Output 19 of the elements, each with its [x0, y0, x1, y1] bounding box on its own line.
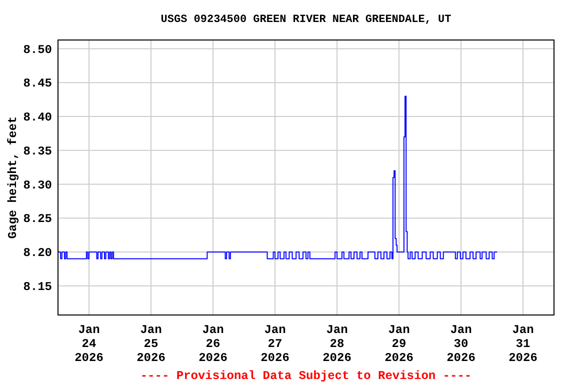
- x-tick-label: Jan 31 2026: [508, 323, 538, 365]
- y-tick-label: 8.30: [23, 178, 52, 192]
- x-tick-label: Jan 26 2026: [198, 323, 228, 365]
- y-tick-label: 8.40: [23, 110, 52, 125]
- x-tick-label: Jan 27 2026: [260, 323, 290, 365]
- chart-title: USGS 09234500 GREEN RIVER NEAR GREENDALE, UT: [160, 14, 452, 26]
- y-tick-label: 8.20: [23, 246, 52, 260]
- y-tick-label: 8.45: [23, 76, 52, 91]
- y-tick-label: 8.35: [23, 144, 52, 158]
- y-tick-label: 8.50: [23, 42, 52, 57]
- text: ---- Provisional Data Subject to Revision ----: [140, 369, 472, 383]
- x-tick-label: Jan 30 2026: [446, 323, 476, 365]
- x-tick-label: Jan 28 2026: [322, 323, 352, 365]
- x-tick-label: Jan 29 2026: [384, 323, 414, 365]
- y-axis-title: Gage height, feet: [6, 116, 20, 239]
- y-tick-label: 8.15: [23, 280, 52, 294]
- x-tick-label: Jan 25 2026: [136, 323, 166, 365]
- x-tick-label: Jan 24 2026: [74, 323, 104, 365]
- y-tick-label: 8.25: [23, 212, 52, 226]
